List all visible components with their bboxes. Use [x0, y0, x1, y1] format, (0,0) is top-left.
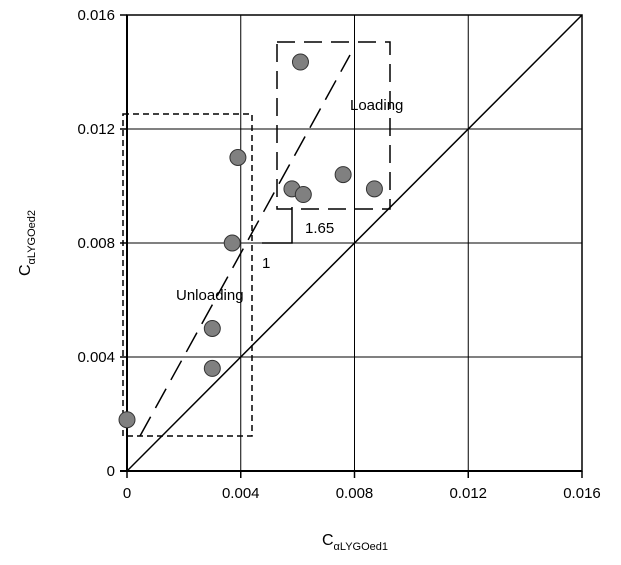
y-axis-label: CαLYGOed2: [17, 210, 38, 276]
decorations: [122, 14, 583, 472]
x-label-main: C: [322, 532, 334, 549]
x-tick-label: 0.012: [449, 485, 487, 502]
one-to-one-line: [126, 14, 583, 472]
point: [294, 186, 312, 204]
y-label-main: C: [17, 264, 34, 276]
x-label-sub: αLYGOed1: [334, 541, 388, 553]
point: [365, 180, 383, 198]
annotation: 1.65: [305, 220, 334, 237]
x-axis-label: CαLYGOed1: [322, 532, 388, 553]
point: [118, 411, 136, 429]
point: [203, 359, 221, 377]
x-tick-label: 0.016: [563, 485, 601, 502]
loading-box: [276, 41, 391, 210]
annotation: Loading: [350, 97, 403, 114]
point: [291, 53, 309, 71]
y-tick-label: 0.004: [77, 349, 115, 366]
y-tick-label: 0.016: [77, 7, 115, 24]
x-tick-label: 0.008: [336, 485, 374, 502]
annotation: 1: [262, 255, 270, 272]
x-tick-label: 0: [123, 485, 131, 502]
y-label-sub: αLYGOed2: [26, 210, 38, 264]
point: [223, 234, 241, 252]
unloading-box: [122, 113, 253, 437]
trend-line: [139, 54, 351, 437]
slope-triangle: [262, 207, 293, 244]
point: [229, 149, 247, 166]
x-tick-label: 0.004: [222, 485, 260, 502]
point: [334, 166, 352, 184]
y-tick-label: 0.012: [77, 121, 115, 138]
annotation: Unloading: [176, 287, 244, 304]
y-tick-label: 0.008: [77, 235, 115, 252]
plot-frame: [126, 14, 583, 472]
point: [203, 320, 221, 337]
y-tick-label: 0: [107, 463, 115, 480]
